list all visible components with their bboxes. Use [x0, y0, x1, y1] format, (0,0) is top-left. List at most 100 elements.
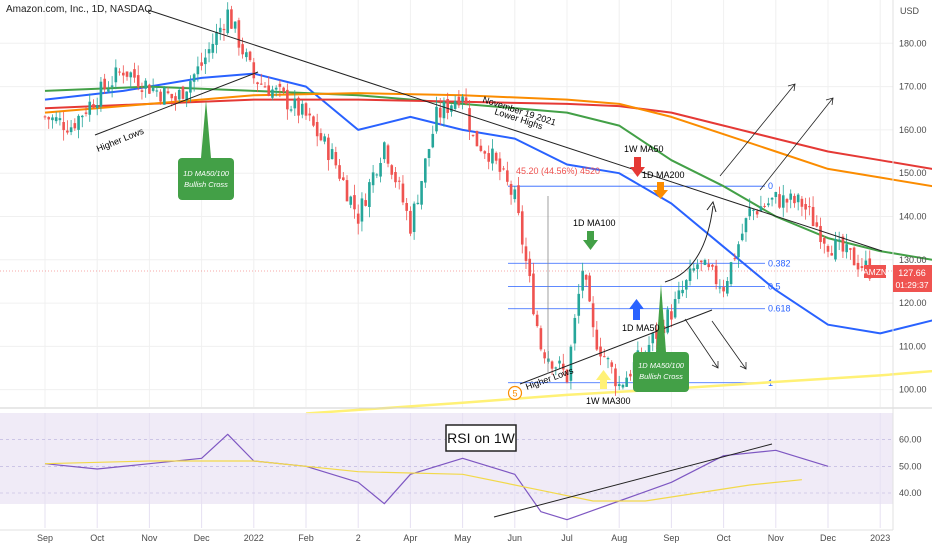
candle-body [811, 206, 815, 227]
candle-body [118, 71, 121, 73]
time-tick-label: Oct [717, 533, 732, 543]
candle-body [558, 360, 561, 364]
candle-body [673, 299, 677, 318]
candle-body [487, 153, 490, 162]
time-tick-label: Jul [561, 533, 573, 543]
fib-level-label: 0.382 [768, 258, 791, 268]
candle-body [595, 329, 599, 350]
candle-body [681, 289, 684, 294]
candle-body [696, 264, 699, 270]
candle-body [856, 262, 860, 270]
candle-body [136, 75, 140, 88]
candle-body [207, 49, 211, 54]
candle-body [95, 105, 99, 109]
candle-body [864, 260, 868, 266]
candle-body [356, 213, 360, 224]
candle-body [569, 346, 573, 381]
time-tick-label: 2023 [870, 533, 890, 543]
candle-body [852, 247, 856, 266]
candle-body [722, 287, 725, 292]
time-tick-label: Dec [194, 533, 211, 543]
candle-body [80, 115, 84, 118]
price-tick-label: 100.00 [899, 385, 927, 395]
candle-body [581, 270, 584, 291]
ma-line [44, 85, 932, 261]
candle-body [718, 287, 722, 289]
candle-body [88, 101, 92, 115]
candle-body [647, 344, 651, 353]
candle-body [755, 211, 759, 215]
candle-body [155, 90, 159, 92]
candle-body [379, 162, 382, 177]
rsi-tick-label: 40.00 [899, 488, 922, 498]
candle-body [211, 43, 215, 53]
candle-body [278, 83, 282, 87]
candle-body [286, 89, 289, 110]
candle-body [502, 168, 505, 170]
candle-body [263, 86, 267, 88]
projection-up-1 [719, 83, 796, 177]
candle-body [151, 87, 155, 91]
time-tick-label: Nov [768, 533, 785, 543]
rsi-tick-label: 60.00 [899, 435, 922, 445]
candle-body [129, 72, 133, 78]
candle-body [312, 116, 315, 126]
candle-body [431, 133, 435, 148]
time-tick-label: May [454, 533, 472, 543]
candle-body [629, 373, 632, 377]
candle-body [256, 82, 259, 85]
chart-title: Amazon.com, Inc., 1D, NASDAQ [6, 4, 153, 15]
candle-body [748, 208, 751, 217]
candle-body [475, 130, 479, 147]
candle-body [778, 194, 781, 208]
candle-body [729, 262, 733, 285]
candle-body [353, 195, 356, 210]
time-tick-label: Aug [611, 533, 627, 543]
candle-body [461, 96, 464, 102]
candle-body [774, 192, 778, 198]
candle-body [323, 136, 326, 142]
candle-body [148, 84, 151, 94]
candle-body [688, 268, 692, 281]
candle-body [103, 78, 106, 90]
bullish-cross-bottom-line1: 1D MA50/100 [638, 361, 685, 370]
candle-body [602, 356, 606, 358]
candle-body [509, 183, 513, 195]
candle-body [196, 66, 200, 75]
candle-body [338, 165, 341, 179]
price-tick-label: 120.00 [899, 298, 927, 308]
price-tag: AMZN 127.66 01:29:37 [863, 265, 932, 292]
candle-body [424, 158, 427, 183]
last-price-label: 127.66 [898, 268, 926, 278]
candle-body [226, 9, 229, 34]
bullish-cross-arrow-top [201, 100, 211, 158]
fib-level-label: 0.618 [768, 304, 791, 314]
candle-body [532, 273, 535, 315]
candle-body [789, 193, 793, 200]
arrow-1d-ma200 [653, 182, 668, 199]
candle-body [849, 248, 852, 250]
candle-body [84, 112, 88, 114]
candle-body [726, 280, 729, 294]
candle-body [457, 96, 461, 106]
candle-body [315, 121, 319, 137]
candle-body [714, 265, 718, 285]
candle-body [651, 333, 655, 344]
candle-body [826, 246, 830, 252]
candle-body [416, 202, 420, 205]
projection-down-1-head [711, 361, 719, 369]
candle-body [692, 268, 696, 271]
arrow-1w-ma50 [630, 157, 645, 177]
label-1w-ma50: 1W MA50 [624, 144, 664, 154]
candle-body [360, 198, 364, 222]
candle-body [841, 236, 845, 252]
candle-body [565, 369, 569, 383]
rsi-line [44, 433, 829, 521]
candle-body [804, 204, 807, 210]
candle-body [54, 117, 58, 122]
time-axis: Sep Oct Nov Dec 2022 Feb 2 Apr May Jun Jul Aug Sep Oc… [0, 529, 893, 543]
rsi-tick-label: 50.00 [899, 461, 922, 471]
time-tick-label: Feb [298, 533, 314, 543]
candle-body [711, 264, 714, 267]
